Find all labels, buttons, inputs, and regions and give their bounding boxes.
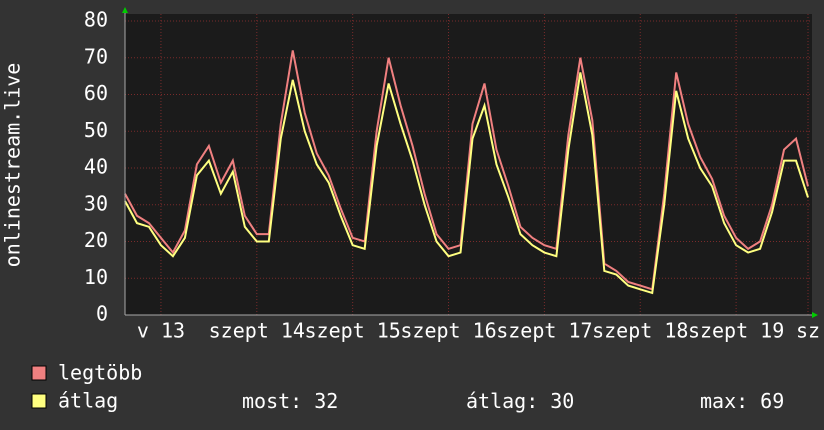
y-tick-label: 40 bbox=[84, 155, 108, 179]
x-tick-label: v 13 bbox=[137, 319, 185, 343]
y-arrow bbox=[122, 7, 128, 13]
y-tick-label: 10 bbox=[84, 265, 108, 289]
y-tick-label: 0 bbox=[96, 302, 108, 326]
x-tick-label: szept 16 bbox=[400, 319, 496, 343]
y-tick-label: 70 bbox=[84, 44, 108, 68]
axes bbox=[122, 7, 818, 318]
legend-label: átlag bbox=[58, 389, 118, 413]
x-tick-label: szept 17 bbox=[496, 319, 592, 343]
stat: átlag: 30 bbox=[466, 389, 574, 413]
legend-label: legtöbb bbox=[58, 361, 142, 385]
stat-value: 32 bbox=[314, 389, 338, 413]
y-tick-label: 30 bbox=[84, 191, 108, 215]
legend-swatch bbox=[31, 393, 47, 409]
stat-label: max: bbox=[700, 389, 748, 413]
stat: max: 69 bbox=[700, 389, 784, 413]
x-tick-label: szept 15 bbox=[305, 319, 401, 343]
stat: most: 32 bbox=[242, 389, 338, 413]
y-axis-label: onlinestream.live bbox=[1, 63, 25, 268]
stat-value: 30 bbox=[550, 389, 574, 413]
marks bbox=[124, 50, 809, 295]
stat-label: átlag: bbox=[466, 389, 538, 413]
y-tick-label: 20 bbox=[84, 228, 108, 252]
y-tick-label: 50 bbox=[84, 118, 108, 142]
x-arrow bbox=[812, 312, 818, 318]
legend: legtöbb átlag most: 32 átlag: 30 max: 69 bbox=[31, 361, 784, 413]
y-tick-label: 80 bbox=[84, 8, 108, 32]
legend-swatch bbox=[31, 365, 47, 381]
stat-value: 69 bbox=[760, 389, 784, 413]
x-tick-label: szept 18 bbox=[592, 319, 688, 343]
x-tick-label: szept 19 bbox=[688, 319, 784, 343]
y-tick-label: 60 bbox=[84, 81, 108, 105]
stat-label: most: bbox=[242, 389, 302, 413]
x-tick-label: sz bbox=[796, 319, 820, 343]
x-tick-label: szept 14 bbox=[209, 319, 305, 343]
series-line bbox=[124, 50, 809, 291]
series-line bbox=[124, 72, 809, 295]
